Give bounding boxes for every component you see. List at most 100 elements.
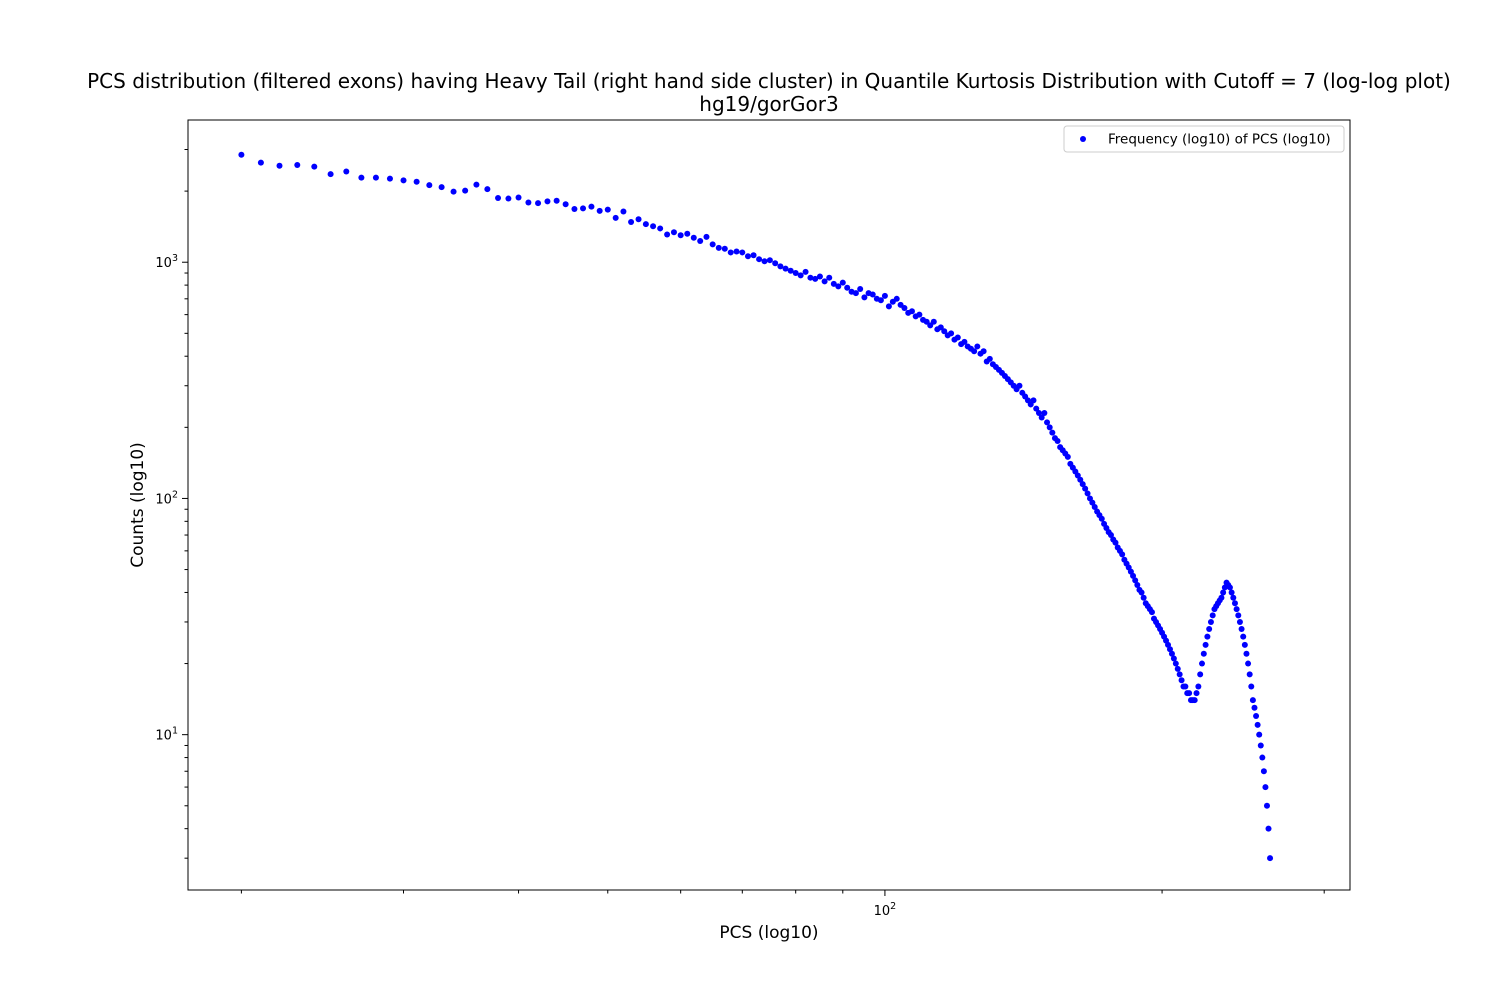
legend-marker [1080, 136, 1086, 142]
scatter-points [238, 151, 1274, 862]
data-point [1182, 683, 1189, 690]
data-point [677, 232, 684, 239]
data-point [1107, 532, 1114, 539]
data-point [571, 206, 578, 212]
data-point [1257, 742, 1264, 749]
data-point [986, 355, 993, 362]
y-tick-label: 102 [155, 489, 178, 507]
data-point [484, 186, 491, 193]
data-point [709, 241, 716, 248]
data-point [1174, 665, 1181, 672]
data-point [650, 223, 657, 230]
data-point [462, 187, 469, 194]
chart-subtitle: hg19/gorGor3 [699, 92, 838, 116]
data-point [908, 308, 915, 315]
data-point [1168, 650, 1175, 657]
data-point [642, 221, 649, 228]
data-point [1098, 515, 1105, 522]
data-point [635, 216, 642, 223]
data-point [881, 292, 888, 299]
data-point [844, 284, 851, 291]
data-point [733, 248, 740, 255]
data-point [961, 338, 968, 345]
data-point [1054, 438, 1061, 445]
data-point [438, 184, 445, 191]
data-point [877, 297, 884, 304]
data-point [1204, 633, 1211, 640]
data-point [826, 274, 833, 281]
data-point [761, 258, 768, 265]
data-point [1035, 409, 1042, 416]
data-point [544, 198, 551, 205]
data-point [1134, 582, 1141, 589]
data-point [980, 348, 987, 355]
data-point [1041, 409, 1048, 416]
data-point [473, 181, 480, 188]
data-point [1240, 633, 1247, 640]
data-point [721, 245, 728, 252]
data-point [1249, 697, 1256, 704]
data-point [1259, 754, 1266, 761]
data-point [1245, 660, 1252, 667]
data-point [495, 195, 502, 202]
data-point [657, 225, 664, 232]
data-point [1197, 671, 1204, 678]
data-point [948, 330, 955, 337]
data-point [937, 324, 944, 331]
data-point [1231, 600, 1238, 607]
data-point [1084, 490, 1091, 497]
data-point [620, 208, 627, 215]
data-point [1235, 612, 1242, 619]
data-point [580, 205, 587, 212]
chart-title: PCS distribution (filtered exons) having… [87, 69, 1451, 93]
data-point [750, 252, 757, 259]
data-point [1166, 646, 1173, 653]
plot-area [188, 120, 1350, 890]
data-point [1226, 584, 1233, 591]
data-point [413, 178, 420, 185]
data-point [1193, 690, 1200, 697]
data-point [1082, 485, 1089, 492]
data-point [1198, 660, 1205, 667]
data-point [1248, 683, 1255, 690]
data-point [916, 311, 923, 318]
data-point [1046, 424, 1053, 431]
data-point [756, 256, 763, 263]
data-point [777, 263, 784, 270]
data-point [1033, 405, 1040, 412]
data-point [1172, 660, 1179, 667]
data-point [893, 295, 900, 302]
axis-ticks: 102 101 102 103 [155, 149, 1325, 919]
data-point [1170, 655, 1177, 662]
x-tick-label: 102 [874, 901, 897, 919]
data-point [1140, 594, 1147, 601]
data-point [1132, 577, 1139, 584]
data-point [400, 177, 407, 184]
data-point [1091, 504, 1098, 510]
data-point [923, 318, 930, 325]
data-point [1077, 476, 1084, 483]
data-point [744, 253, 751, 260]
data-point [238, 151, 245, 158]
data-point [787, 267, 794, 274]
data-point [1130, 572, 1137, 579]
data-point [327, 171, 334, 178]
data-point [941, 328, 948, 335]
data-point [1251, 704, 1258, 711]
data-point [1236, 618, 1243, 625]
data-point [1138, 589, 1145, 596]
data-point [1209, 612, 1216, 619]
data-point [816, 273, 823, 280]
data-point [358, 174, 365, 181]
y-tick-label: 103 [155, 253, 178, 271]
data-point [1267, 855, 1274, 862]
x-axis-label: PCS (log10) [719, 923, 818, 943]
data-point [930, 318, 937, 325]
data-point [596, 207, 603, 214]
data-point [1148, 609, 1155, 616]
data-point [839, 279, 846, 286]
data-point [821, 278, 828, 285]
data-point [782, 265, 789, 272]
data-point [1195, 683, 1202, 690]
